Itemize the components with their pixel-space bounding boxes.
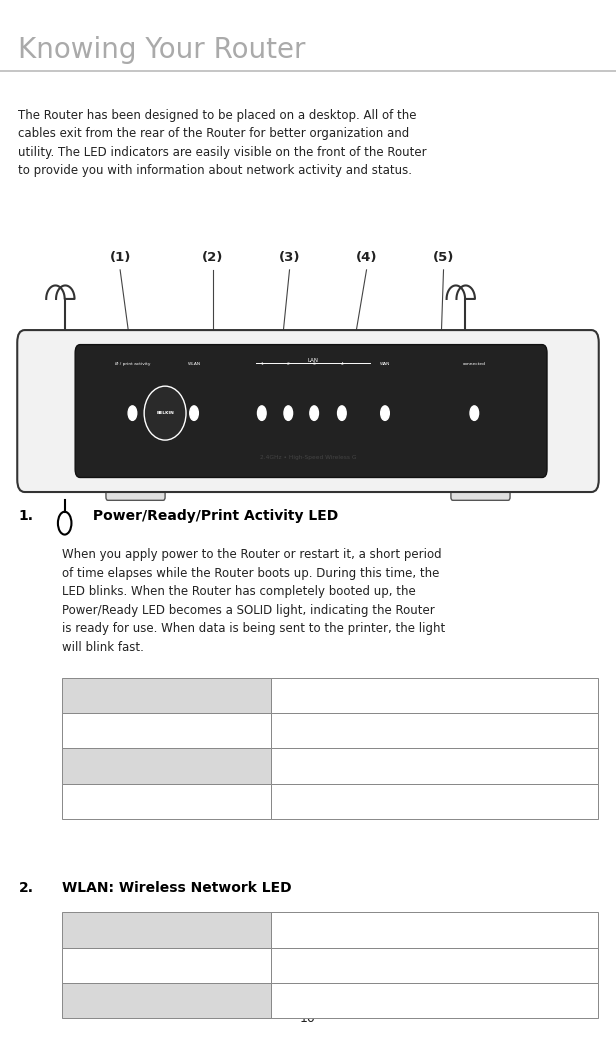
Bar — [62, 912, 271, 948]
Circle shape — [128, 406, 137, 420]
Circle shape — [257, 406, 266, 420]
Circle shape — [470, 406, 479, 420]
Text: Blinking: Blinking — [69, 995, 115, 1006]
Text: OFF: OFF — [69, 690, 91, 701]
Bar — [271, 678, 598, 713]
Text: (2): (2) — [202, 250, 223, 264]
Text: (5): (5) — [433, 250, 454, 264]
Bar — [271, 748, 598, 784]
Text: 3: 3 — [313, 362, 315, 366]
FancyBboxPatch shape — [451, 475, 510, 500]
Text: 4: 4 — [341, 362, 343, 366]
Bar — [62, 983, 271, 1018]
Bar — [271, 784, 598, 819]
Text: Indicates Wireless Activity: Indicates Wireless Activity — [278, 995, 428, 1006]
Text: WAN: WAN — [380, 362, 390, 366]
Text: Green: Green — [69, 960, 103, 971]
FancyBboxPatch shape — [17, 330, 599, 492]
Text: Router is OFF: Router is OFF — [278, 690, 355, 701]
Text: Fast Blinking Green: Fast Blinking Green — [69, 796, 179, 807]
Bar — [62, 678, 271, 713]
FancyBboxPatch shape — [75, 345, 547, 477]
Text: 2.: 2. — [18, 881, 33, 895]
Text: LAN: LAN — [307, 358, 318, 363]
Text: BELKIN: BELKIN — [156, 411, 174, 415]
Circle shape — [338, 406, 346, 420]
Text: Printer Activity: Printer Activity — [278, 796, 363, 807]
Bar — [62, 748, 271, 784]
Text: (3): (3) — [279, 250, 300, 264]
Text: Wireless Network is OFF: Wireless Network is OFF — [278, 925, 416, 935]
Text: Solid Green: Solid Green — [69, 761, 135, 771]
Text: WLAN: Wireless Network LED: WLAN: Wireless Network LED — [62, 881, 291, 895]
Text: (1): (1) — [110, 250, 131, 264]
FancyBboxPatch shape — [106, 475, 165, 500]
Text: When you apply power to the Router or restart it, a short period
of time elapses: When you apply power to the Router or re… — [62, 548, 445, 654]
Circle shape — [310, 406, 318, 420]
Text: Router is Booting Up: Router is Booting Up — [278, 726, 396, 736]
Circle shape — [190, 406, 198, 420]
Bar — [62, 948, 271, 983]
Text: WLAN: WLAN — [187, 362, 201, 366]
Bar — [62, 713, 271, 748]
Text: Power/Ready/Print Activity LED: Power/Ready/Print Activity LED — [88, 509, 338, 522]
Text: Slow Blinking Green: Slow Blinking Green — [69, 726, 184, 736]
Text: The Router has been designed to be placed on a desktop. All of the
cables exit f: The Router has been designed to be place… — [18, 109, 427, 177]
Text: 1.: 1. — [18, 509, 33, 522]
Text: Knowing Your Router: Knowing Your Router — [18, 36, 306, 64]
Text: connected: connected — [463, 362, 486, 366]
Text: 10: 10 — [300, 1011, 316, 1025]
Circle shape — [284, 406, 293, 420]
Text: 2.4GHz • High-Speed Wireless G: 2.4GHz • High-Speed Wireless G — [260, 456, 356, 460]
Text: 1: 1 — [261, 362, 263, 366]
Bar — [271, 912, 598, 948]
Bar — [62, 784, 271, 819]
Text: OFF: OFF — [69, 925, 91, 935]
Text: Router is Ready: Router is Ready — [278, 761, 368, 771]
Text: Ø / print activity: Ø / print activity — [115, 362, 150, 366]
Bar — [271, 983, 598, 1018]
Text: 2: 2 — [287, 362, 290, 366]
Bar — [271, 713, 598, 748]
Circle shape — [381, 406, 389, 420]
Bar — [271, 948, 598, 983]
Ellipse shape — [144, 386, 186, 440]
Text: Wireless Network is Ready: Wireless Network is Ready — [278, 960, 429, 971]
Text: (4): (4) — [356, 250, 377, 264]
